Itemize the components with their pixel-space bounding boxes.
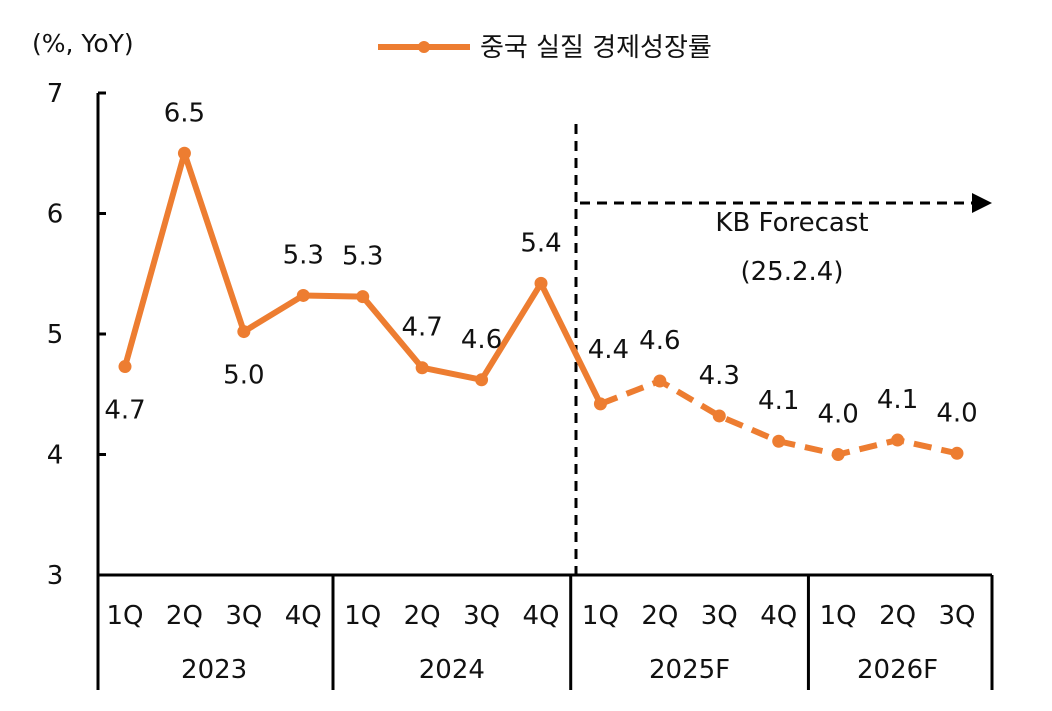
- year-label: 2025F: [649, 655, 730, 685]
- data-point: [475, 373, 489, 387]
- x-tick-label: 2Q: [641, 601, 678, 631]
- x-axis-group-dividers: [331, 575, 994, 690]
- x-tick-label: 4Q: [760, 601, 797, 631]
- year-label: 2023: [181, 655, 247, 685]
- x-tick-label: 4Q: [522, 601, 559, 631]
- data-label: 4.7: [401, 313, 442, 343]
- forecast-arrow-head: [972, 193, 992, 213]
- data-label: 4.0: [817, 400, 858, 430]
- data-point: [950, 446, 964, 460]
- series-growth-rate: 4.7 6.5 5.0 5.3 5.3 4.7 4.6 5.4 4.4 4.6 4.3 4.1 4.0 4…: [104, 98, 978, 461]
- data-label: 6.5: [164, 98, 205, 128]
- data-point: [118, 360, 132, 374]
- data-label: 4.6: [461, 325, 502, 355]
- x-tick-label: 2Q: [879, 601, 916, 631]
- data-label: 4.3: [699, 361, 740, 391]
- x-tick-label: 1Q: [344, 601, 381, 631]
- y-tick-label: 7: [47, 79, 64, 109]
- data-point: [712, 409, 726, 423]
- data-point: [177, 146, 191, 160]
- x-tick-label: 1Q: [106, 601, 143, 631]
- data-label: 4.1: [758, 386, 799, 416]
- y-tick-label: 3: [47, 561, 64, 591]
- y-tick-label: 4: [47, 441, 64, 471]
- year-label: 2024: [419, 655, 485, 685]
- legend-label: 중국 실질 경제성장률: [480, 33, 712, 63]
- x-tick-label: 1Q: [582, 601, 619, 631]
- x-tick-label: 4Q: [285, 601, 322, 631]
- x-tick-label: 3Q: [701, 601, 738, 631]
- data-label: 4.6: [639, 326, 680, 356]
- x-tick-label: 3Q: [463, 601, 500, 631]
- data-label: 4.0: [936, 398, 977, 428]
- data-label: 5.3: [283, 240, 324, 270]
- data-point: [415, 361, 429, 375]
- x-tick-label: 2Q: [404, 601, 441, 631]
- data-label: 5.3: [342, 242, 383, 272]
- x-axis-quarter-labels: 1Q 2Q 3Q 4Q 1Q 2Q 3Q 4Q 1Q 2Q 3Q 4Q 1Q 2Q 3Q: [106, 601, 975, 631]
- data-point: [831, 448, 845, 461]
- data-label: 5.0: [223, 361, 264, 391]
- year-label: 2026F: [857, 655, 938, 685]
- data-point: [356, 290, 370, 304]
- forecast-date: (25.2.4): [741, 257, 844, 287]
- y-axis-tick-marks: [98, 91, 106, 456]
- data-point: [593, 397, 607, 411]
- series-line-actual: [122, 150, 604, 407]
- data-point: [891, 433, 905, 447]
- x-axis-year-labels: 2023 2024 2025F 2026F: [181, 655, 938, 685]
- y-tick-label: 5: [47, 320, 64, 350]
- data-label: 5.4: [520, 228, 561, 258]
- data-label: 4.1: [877, 385, 918, 415]
- data-point: [296, 288, 310, 302]
- data-point: [653, 374, 667, 388]
- x-tick-label: 3Q: [938, 601, 975, 631]
- legend: 중국 실질 경제성장률: [378, 33, 712, 63]
- data-point: [534, 276, 548, 290]
- data-point: [772, 434, 786, 448]
- x-tick-label: 3Q: [225, 601, 262, 631]
- y-axis-unit-label: (%, YoY): [32, 29, 134, 58]
- y-tick-label: 6: [47, 200, 64, 230]
- x-tick-label: 1Q: [820, 601, 857, 631]
- legend-marker: [418, 41, 430, 53]
- forecast-label: KB Forecast: [715, 208, 868, 238]
- data-label: 4.7: [104, 396, 145, 426]
- y-axis-ticks: 3 4 5 6 7: [47, 79, 64, 591]
- data-label: 4.4: [588, 335, 629, 365]
- data-point: [237, 325, 251, 339]
- x-tick-label: 2Q: [166, 601, 203, 631]
